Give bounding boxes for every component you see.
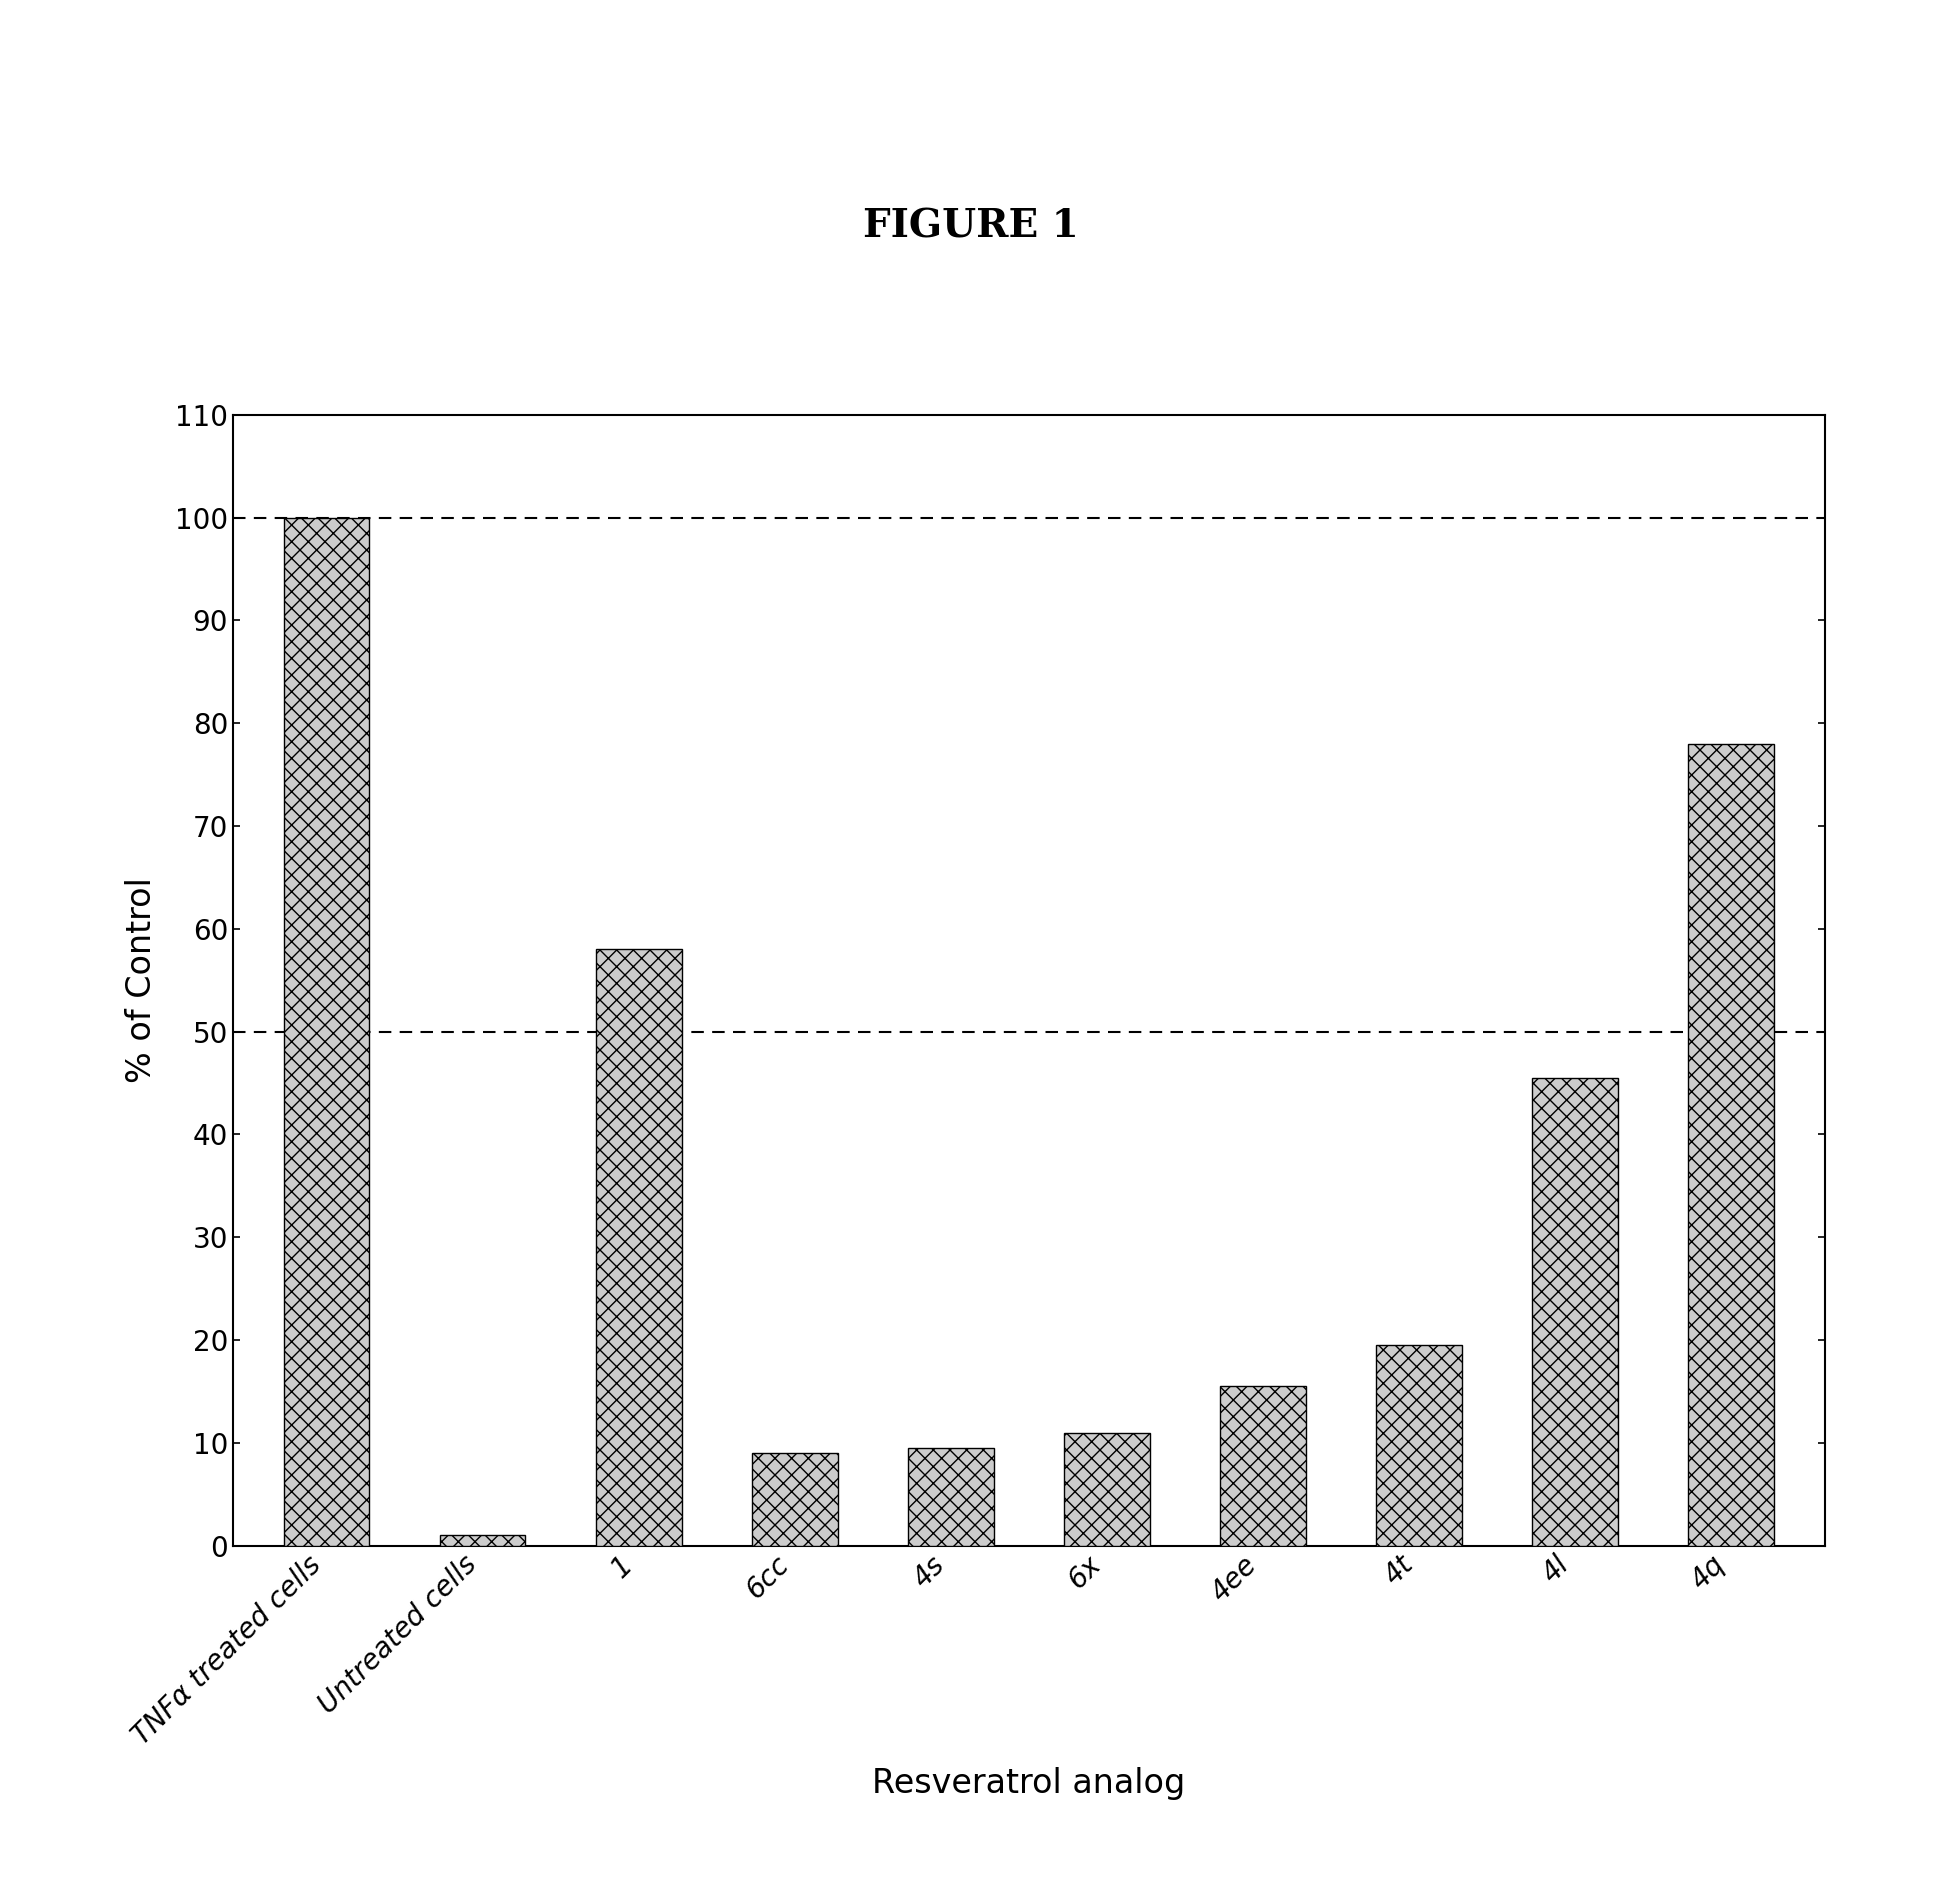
Y-axis label: % of Control: % of Control	[126, 877, 159, 1084]
Bar	[441, 1536, 526, 1546]
Bar	[1219, 1385, 1306, 1546]
Bar	[1531, 1078, 1617, 1546]
X-axis label: Resveratrol analog: Resveratrol analog	[872, 1766, 1186, 1800]
Bar	[908, 1448, 994, 1546]
Bar	[596, 950, 681, 1546]
Text: FIGURE 1: FIGURE 1	[862, 207, 1079, 245]
Bar	[1376, 1346, 1462, 1546]
Bar	[1689, 745, 1774, 1546]
Bar	[751, 1453, 839, 1546]
Bar	[1064, 1433, 1149, 1546]
Bar	[283, 518, 369, 1546]
